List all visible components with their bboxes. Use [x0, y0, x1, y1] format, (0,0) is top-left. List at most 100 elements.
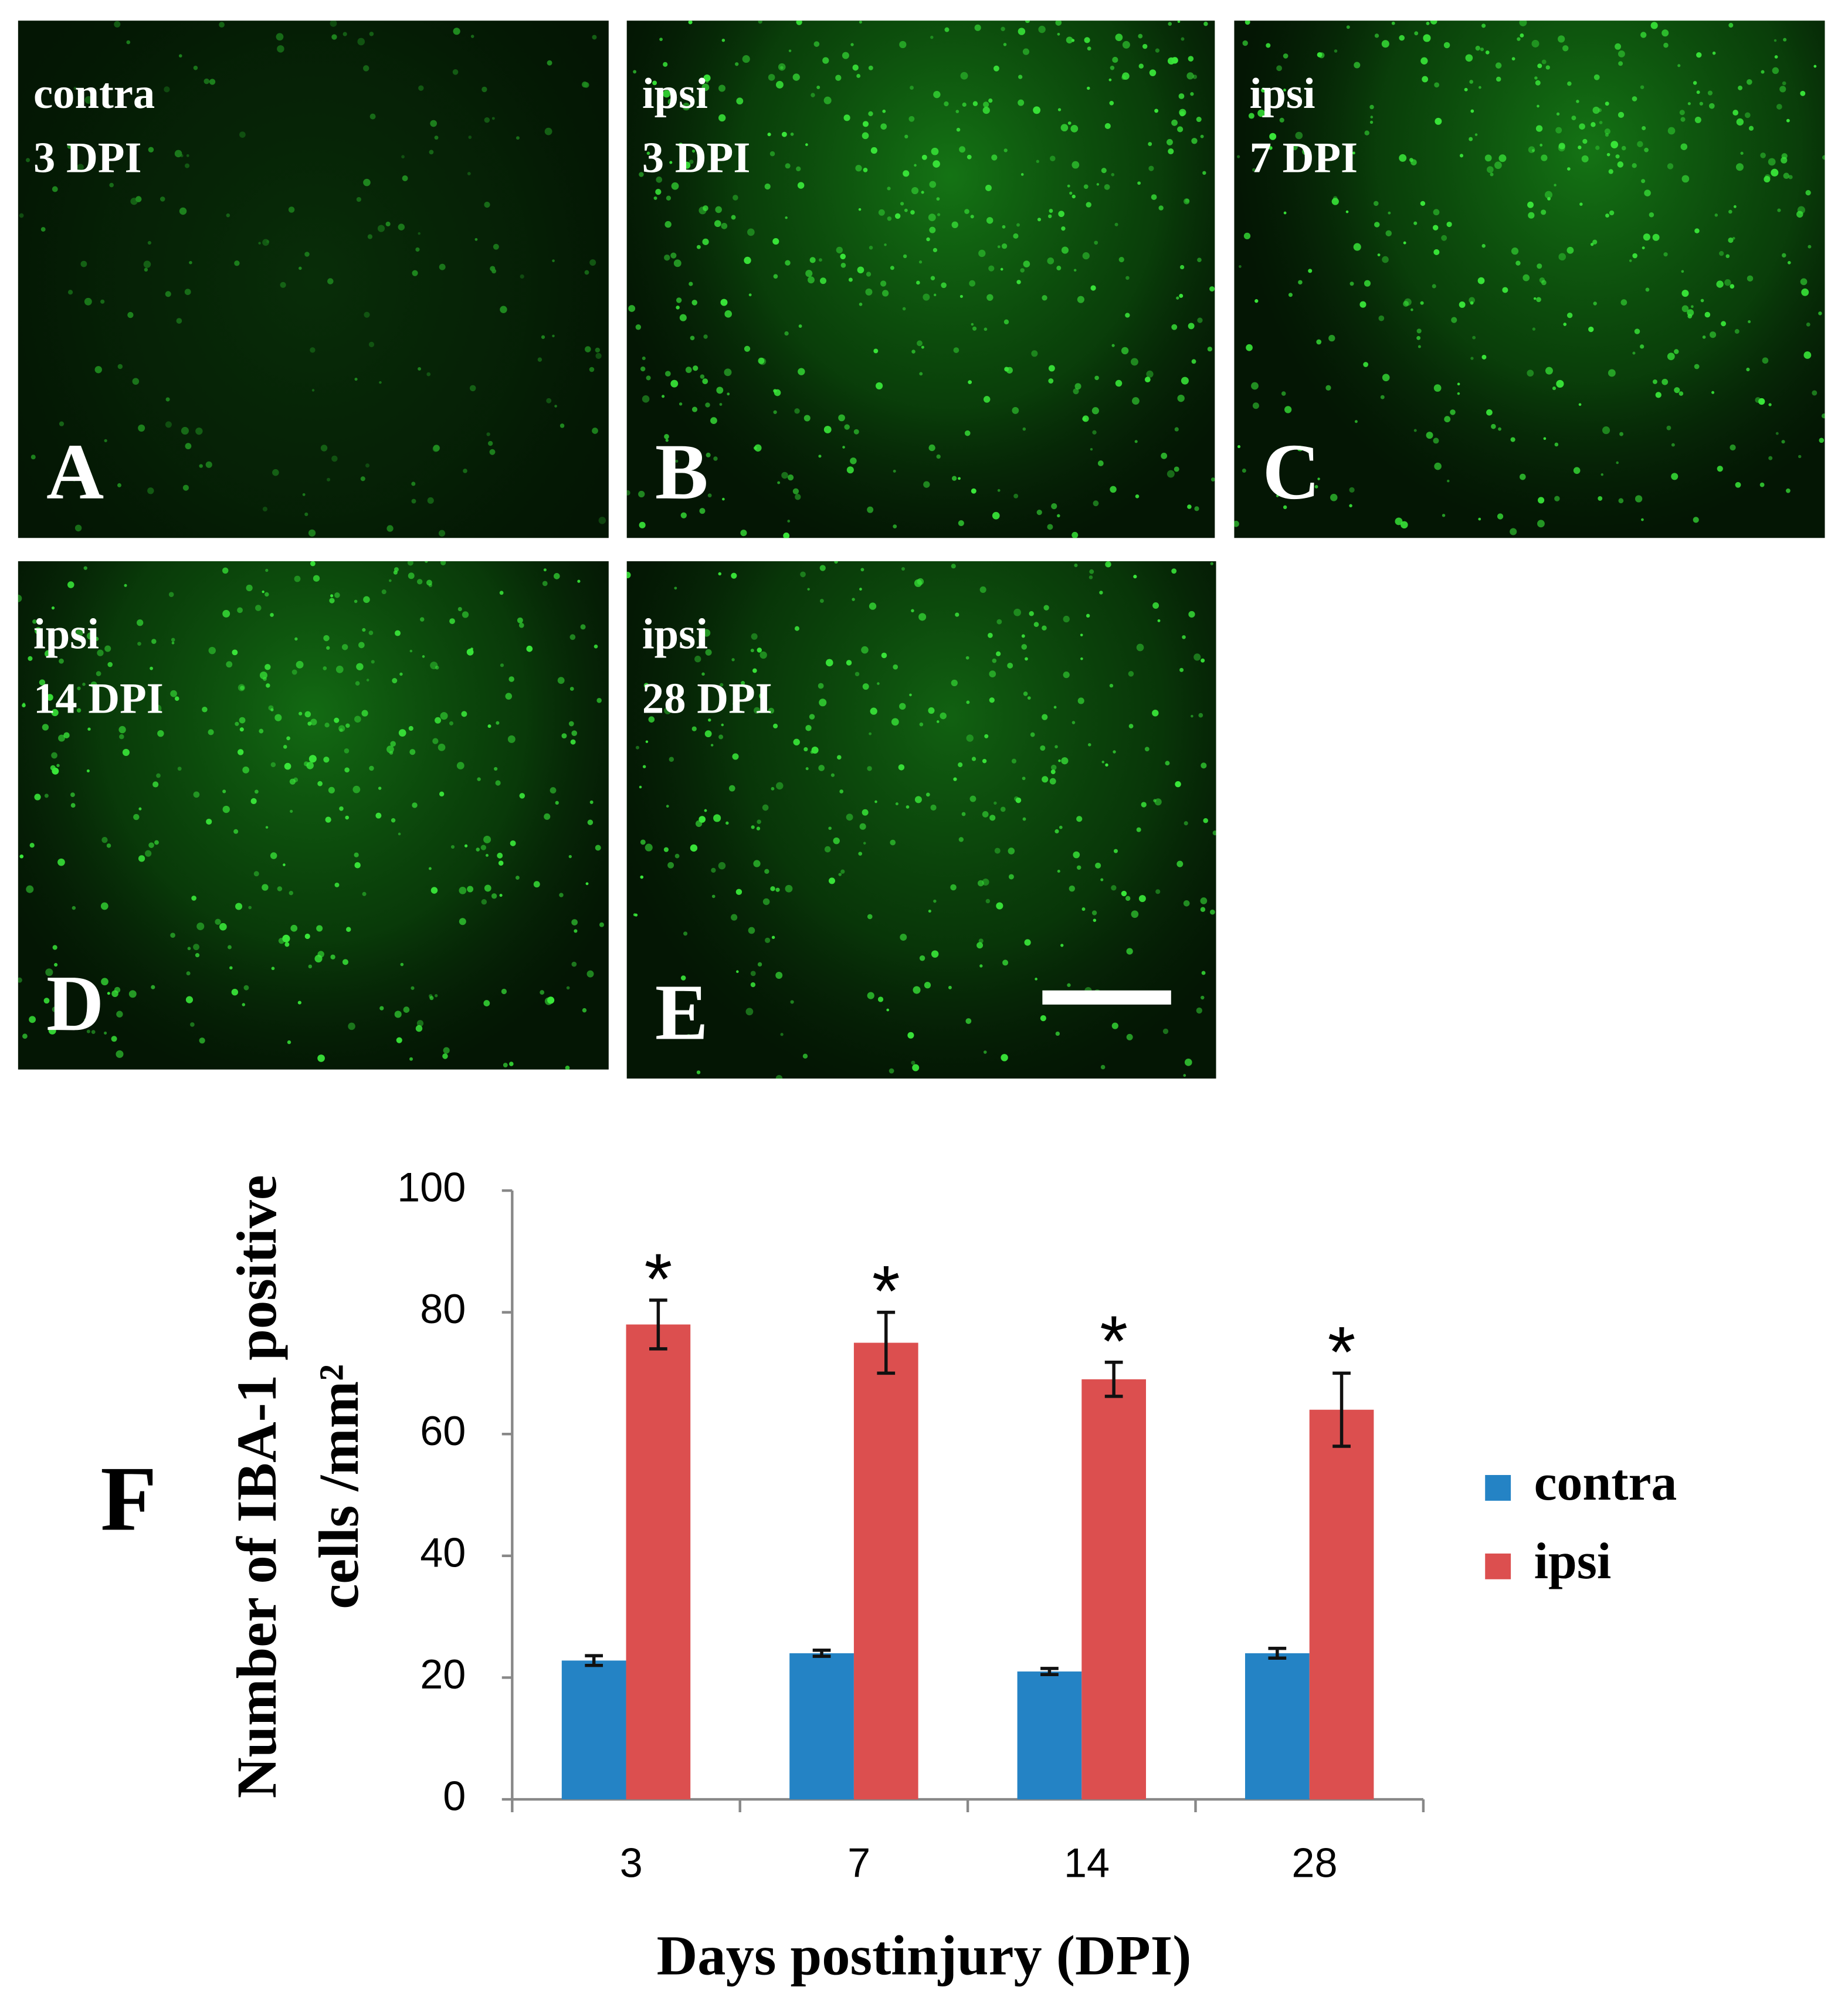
cell: [222, 567, 229, 574]
cell: [754, 707, 761, 714]
cell: [1141, 802, 1147, 808]
cell: [983, 1050, 987, 1054]
cell: [633, 70, 637, 74]
cell: [768, 707, 775, 714]
cell: [316, 925, 323, 932]
cell: [1069, 191, 1073, 195]
cell: [326, 646, 330, 650]
cell: [1050, 769, 1056, 774]
cell: [1109, 683, 1114, 688]
cell: [262, 506, 267, 512]
cell: [76, 708, 82, 713]
cell: [1060, 124, 1069, 132]
cell: [107, 992, 110, 995]
cell: [174, 696, 179, 701]
cell: [1359, 301, 1366, 308]
cell: [793, 738, 800, 746]
cell: [742, 55, 750, 63]
cell: [310, 718, 317, 725]
cell: [718, 114, 726, 122]
cell: [933, 91, 941, 99]
cell: [371, 660, 375, 664]
cell: [310, 347, 316, 353]
cell: [1049, 778, 1056, 785]
cell: [114, 21, 121, 28]
cell: [503, 1063, 508, 1067]
cell: [418, 85, 424, 91]
cell: [354, 716, 361, 723]
cell: [498, 860, 504, 866]
cell: [703, 74, 711, 82]
cell: [921, 191, 924, 194]
cell: [691, 406, 698, 412]
cell: [971, 323, 974, 326]
cell: [840, 253, 846, 260]
cell: [1057, 108, 1062, 111]
cell: [1073, 851, 1080, 859]
cell: [655, 188, 662, 195]
cell: [1681, 290, 1689, 297]
cell: [1137, 181, 1141, 185]
cell: [1008, 847, 1015, 855]
cell: [1821, 413, 1825, 419]
cell: [1693, 517, 1699, 523]
cell: [1803, 351, 1812, 359]
cell: [930, 804, 937, 811]
cell: [744, 345, 751, 352]
cell: [304, 933, 310, 940]
cell: [1535, 80, 1541, 86]
cell: [994, 847, 1001, 854]
cell: [1528, 212, 1535, 219]
cell: [718, 84, 726, 92]
cell: [800, 571, 806, 578]
cell: [222, 789, 226, 794]
cell: [1152, 710, 1159, 717]
panel-timepoint: 14 DPI: [33, 674, 164, 723]
cell: [1571, 116, 1576, 121]
cell: [964, 209, 969, 214]
cell: [1774, 39, 1777, 42]
cell: [505, 693, 513, 700]
cell: [1087, 86, 1090, 90]
cell: [1418, 345, 1421, 348]
cell: [1581, 155, 1589, 162]
cell: [585, 882, 589, 886]
cell: [862, 683, 869, 690]
cell: [1047, 257, 1054, 265]
cell: [491, 269, 497, 274]
cell: [1399, 154, 1407, 162]
cell: [29, 843, 35, 848]
panel-letter: B: [655, 428, 708, 516]
cell: [840, 869, 845, 874]
cell: [978, 938, 984, 944]
cell: [1579, 202, 1583, 206]
cell: [951, 221, 958, 228]
cell: [715, 206, 722, 213]
cell: [671, 182, 679, 190]
cell: [1302, 148, 1310, 155]
cell: [1012, 407, 1019, 414]
cell: [1022, 817, 1026, 821]
cell: [1416, 335, 1421, 340]
cell: [179, 207, 187, 215]
panel-condition: ipsi: [642, 70, 708, 118]
cell: [1391, 21, 1395, 25]
cell: [594, 644, 598, 649]
cell: [28, 656, 33, 661]
cell: [402, 175, 408, 182]
cell: [1074, 563, 1078, 567]
cell: [1111, 173, 1115, 177]
cell: [379, 381, 382, 384]
cell: [890, 839, 896, 846]
cell: [1149, 69, 1157, 76]
cell: [856, 74, 861, 78]
cell: [648, 716, 655, 723]
cell: [526, 645, 533, 652]
cell: [128, 990, 137, 998]
cell: [1000, 267, 1003, 271]
cell: [1432, 225, 1439, 230]
cell: [846, 660, 852, 666]
cell: [566, 986, 570, 990]
cell: [552, 259, 555, 263]
cell: [705, 649, 712, 656]
